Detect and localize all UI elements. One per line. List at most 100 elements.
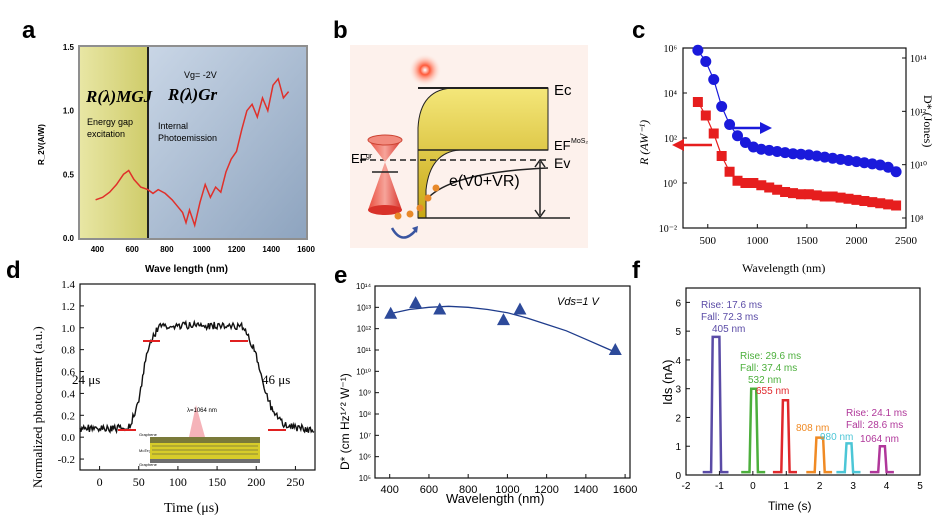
panel-e-point — [497, 313, 510, 325]
panel-c-point-r — [693, 97, 703, 107]
fall1-label: Fall: 72.3 ms — [701, 312, 758, 323]
panel-a-ytick: 0.5 — [63, 170, 75, 179]
panel-e-ytick: 10¹⁰ — [356, 367, 371, 376]
ef-mos2-sup: MoS₂ — [571, 138, 588, 145]
panel-d-xtick: 50 — [133, 475, 145, 489]
panel-c-data — [692, 45, 901, 211]
panel-f-xtick: 1 — [784, 481, 790, 492]
panel-label-a: a — [22, 17, 36, 44]
panel-d-xtick: 250 — [286, 475, 304, 489]
figure-canvas: a b c d e f 400 600 800 1000 1200 1400 16000.0… — [0, 0, 941, 520]
panel-c-point-dstar — [700, 56, 711, 67]
ef-mos2-label: EF — [554, 138, 571, 153]
label-1064: 1064 nm — [860, 434, 899, 445]
rise3-label: Rise: 24.1 ms — [846, 408, 907, 419]
region2-line2: Photoemission — [158, 133, 217, 143]
panel-c-ylabel-right: D* (Jones) — [921, 95, 935, 147]
panel-e-point — [409, 296, 422, 308]
panel-label-f: f — [632, 257, 641, 284]
panel-c-xtick: 1000 — [746, 235, 769, 247]
panel-f-ytick: 0 — [675, 471, 681, 482]
panel-f-pulse-2 — [773, 400, 797, 472]
panel-d-xlabel: Time (μs) — [164, 501, 219, 516]
panel-c: 500 1000 1500 2000 250010⁻²10⁰10²10⁴10⁶10⁸10… — [637, 44, 935, 275]
panel-a: 400 600 800 1000 1200 1400 1600 0.0 0.5 1.0 1.5 R(… — [37, 43, 315, 275]
panel-d-xtick: 150 — [208, 475, 226, 489]
panel-f-ytick: 1 — [675, 442, 681, 453]
panel-e-ytick: 10¹⁴ — [356, 282, 372, 291]
panel-d-ytick: -0.2 — [58, 454, 75, 466]
panel-c-ytick-right: 10¹⁰ — [910, 161, 927, 172]
panel-f-ylabel: Ids (nA) — [660, 359, 675, 405]
panel-e-fit-curve — [390, 306, 616, 352]
laser-label: λ=1064 nm — [187, 408, 217, 414]
panel-c-point-dstar — [708, 74, 719, 85]
ef-gr-sup: gr — [366, 153, 373, 160]
layer-top-label: Graphene — [139, 432, 158, 437]
panel-e-xlabel: Wavelength (nm) — [446, 491, 545, 506]
panel-f-xtick: 5 — [917, 481, 923, 492]
layer-bot-label: Graphene — [139, 462, 158, 467]
label-532: 532 nm — [748, 375, 781, 386]
panel-f-pulse-1 — [741, 389, 765, 472]
panel-f-pulse-5 — [870, 446, 894, 472]
panel-d-ytick: 1.0 — [61, 323, 75, 335]
panel-e-ytick: 10⁷ — [359, 431, 371, 440]
panel-d-xtick: 0 — [97, 475, 103, 489]
panel-a-xlabel: Wave length (nm) — [145, 264, 228, 275]
panel-d-ytick: 0.2 — [61, 410, 75, 422]
panel-e-ytick: 10¹¹ — [357, 346, 372, 355]
panel-c-ytick-left: 10⁴ — [664, 89, 678, 100]
panel-c-ytick-right: 10¹⁴ — [910, 54, 927, 65]
panel-f-xtick: 0 — [750, 481, 756, 492]
label-980: 980 nm — [820, 432, 853, 443]
panel-c-point-r — [725, 167, 735, 177]
bias-energy-label: e(V0+VR) — [449, 173, 520, 190]
panel-a-ytick: 1.0 — [63, 107, 75, 116]
panel-d-ytick: 1.4 — [61, 279, 75, 291]
panel-a-xtick: 1400 — [262, 245, 280, 254]
panel-f-ytick: 4 — [675, 356, 681, 367]
region-energy-gap — [80, 47, 148, 238]
panel-e-xtick: 600 — [420, 484, 438, 496]
panel-e-point — [433, 302, 446, 314]
rise1-label: Rise: 17.6 ms — [701, 300, 762, 311]
panel-e-ytick: 10¹² — [357, 325, 372, 334]
panel-c-ytick-left: 10² — [664, 134, 677, 145]
panel-f-xtick: -2 — [682, 481, 691, 492]
panel-e-ytick: 10⁵ — [359, 474, 371, 483]
panel-label-e: e — [334, 262, 347, 289]
panel-e-ytick: 10¹³ — [357, 303, 372, 312]
panel-a-ylabel: R_2V(A/W) — [37, 124, 46, 165]
panel-c-xlabel: Wavelength (nm) — [742, 261, 825, 275]
panel-d-ytick: 0.0 — [61, 432, 75, 444]
panel-f-xtick: 3 — [850, 481, 856, 492]
panel-c-point-dstar — [891, 166, 902, 177]
fall2-label: Fall: 37.4 ms — [740, 363, 797, 374]
panel-e-xtick: 1400 — [574, 484, 598, 496]
panel-f-xtick: 2 — [817, 481, 823, 492]
panel-f-xtick: -1 — [715, 481, 724, 492]
panel-c-ytick-left: 10⁶ — [664, 44, 678, 55]
fall-time-label: 46 μs — [262, 372, 290, 387]
panel-f-pulse-0 — [703, 337, 729, 472]
rise2-label: Rise: 29.6 ms — [740, 351, 801, 362]
panel-a-xtick: 1200 — [228, 245, 246, 254]
panel-e-point — [513, 302, 526, 314]
panel-c-point-r — [891, 201, 901, 211]
panel-e-ytick: 10⁶ — [359, 453, 371, 462]
panel-label-c: c — [632, 17, 645, 44]
mgj-label: R(λ)MGJ — [85, 87, 153, 106]
panel-f-pulse-4 — [836, 443, 860, 472]
panel-e-xtick: 1600 — [613, 484, 637, 496]
panel-a-ytick: 0.0 — [63, 234, 75, 243]
panel-c-point-dstar — [716, 101, 727, 112]
panel-f-xtick: 4 — [884, 481, 890, 492]
panel-d-xtick: 100 — [169, 475, 187, 489]
panel-e: 400 600 800 1000 1200 1400 1600 10⁵ 10⁶ 10⁷ 10⁸ 10⁹… — [338, 282, 637, 506]
panel-c-ytick-left: 10⁻² — [659, 224, 677, 235]
panel-e-point — [609, 343, 622, 355]
panel-c-xtick: 2500 — [895, 235, 918, 247]
panel-c-xtick: 1500 — [796, 235, 819, 247]
panel-a-xtick: 800 — [160, 245, 174, 254]
